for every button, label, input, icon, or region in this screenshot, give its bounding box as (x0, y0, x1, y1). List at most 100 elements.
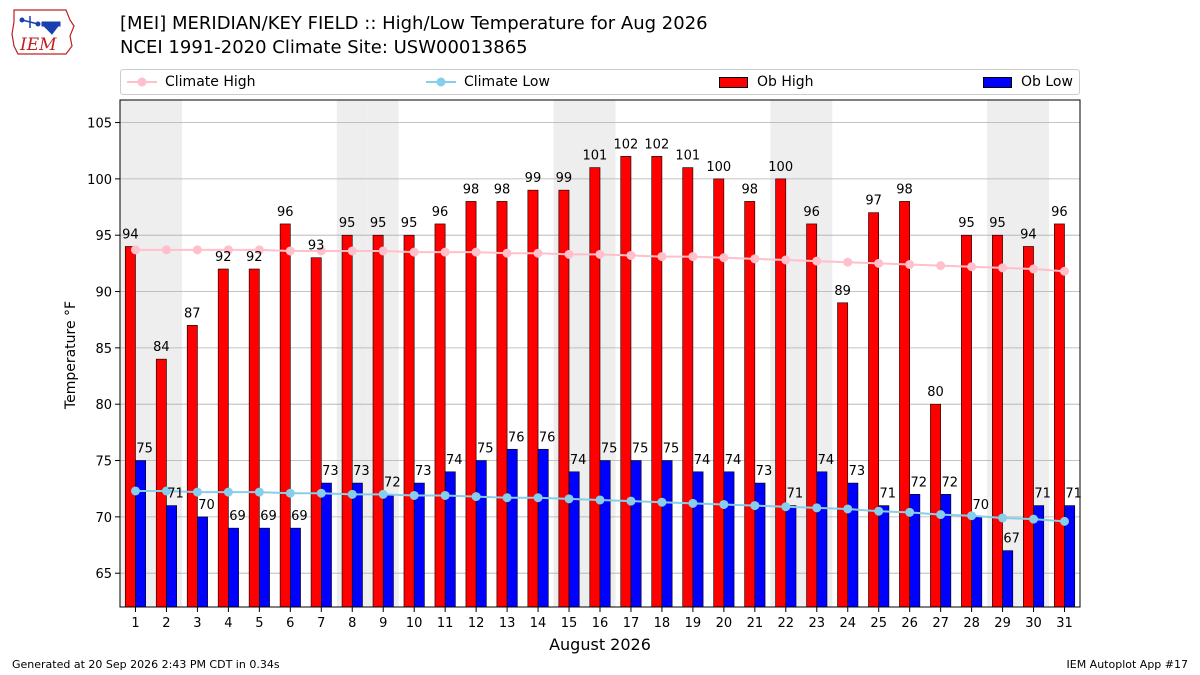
ob-high-bar (682, 167, 694, 608)
x-tick-label: 28 (963, 616, 980, 631)
legend-ob-low-label: Ob Low (1021, 74, 1073, 90)
climate-low-point (378, 489, 388, 499)
ob-low-bar (661, 460, 673, 608)
ob-low-bar (1002, 550, 1014, 608)
y-tick-label: 75 (95, 455, 112, 470)
ob-low-bar (1064, 505, 1076, 608)
chart-title: [MEI] MERIDIAN/KEY FIELD :: High/Low Tem… (120, 13, 708, 34)
ob-low-bar (1033, 505, 1045, 608)
weekend-band (584, 100, 616, 607)
ob-low-label: 67 (1003, 532, 1020, 547)
ob-low-label: 76 (539, 430, 556, 445)
climate-low-line (135, 489, 1065, 523)
ob-high-bar (775, 178, 787, 608)
x-tick-label: 26 (901, 616, 918, 631)
ob-low-label: 73 (756, 464, 773, 479)
x-tick-label: 8 (348, 616, 356, 631)
ob-low-bar (166, 505, 177, 608)
climate-high-point (285, 246, 295, 256)
climate-low-point (595, 495, 605, 505)
x-tick-label: 6 (286, 616, 294, 631)
climate-high-point (688, 252, 698, 262)
ob-high-label: 99 (525, 171, 542, 186)
ob-low-bar (506, 448, 518, 608)
ob-low-label: 70 (972, 498, 989, 513)
ob-low-label: 74 (694, 453, 711, 468)
climate-low-point (1060, 516, 1070, 526)
y-tick-label: 100 (87, 173, 112, 188)
ob-high-label: 94 (1020, 227, 1037, 242)
ob-high-bar (744, 201, 756, 608)
ob-high-label: 101 (582, 149, 607, 164)
x-tick-label: 21 (747, 616, 764, 631)
ob-high-bar (434, 223, 446, 608)
ob-low-bar (475, 460, 487, 608)
ob-low-label: 72 (911, 475, 928, 490)
ob-high-bar (310, 257, 322, 608)
ob-high-label: 98 (741, 182, 758, 197)
ob-high-label: 102 (644, 137, 669, 152)
ob-high-label: 95 (401, 216, 418, 231)
logo-text: IEM (19, 35, 57, 55)
climate-low-point (223, 487, 233, 497)
ob-high-bar (372, 234, 384, 608)
ob-high-bar (899, 201, 910, 608)
ob-low-bar (692, 471, 704, 608)
climate-low-point (688, 498, 698, 508)
ob-high-label: 95 (989, 216, 1006, 231)
ob-low-bar (382, 494, 394, 608)
ob-high-bar (837, 302, 849, 608)
ob-low-bar (259, 527, 270, 608)
climate-low-point (843, 504, 853, 514)
weekend-band (120, 100, 151, 607)
y-tick-label: 65 (95, 567, 112, 582)
legend: Climate High Climate Low Ob High Ob Low (120, 69, 1080, 95)
climate-high-point (347, 246, 357, 256)
x-tick-label: 1 (131, 616, 139, 631)
legend-climate-low-label: Climate Low (464, 74, 550, 90)
ob-low-label: 73 (415, 464, 432, 479)
ob-low-bar (197, 516, 208, 608)
weekend-band (1018, 100, 1050, 607)
ob-high-label: 93 (308, 239, 325, 254)
ob-high-label: 80 (927, 385, 944, 400)
climate-low-point (967, 511, 977, 521)
weekend-band (553, 100, 585, 607)
x-tick-label: 13 (499, 616, 516, 631)
ob-low-bar (754, 482, 766, 608)
x-tick-label: 31 (1056, 616, 1073, 631)
ob-low-label: 72 (384, 475, 401, 490)
ob-low-label: 73 (849, 464, 866, 479)
climate-high-point (812, 256, 822, 266)
climate-low-point (626, 496, 636, 506)
ob-low-bar (351, 482, 363, 608)
climate-low-point (781, 502, 791, 512)
climate-high-point (316, 246, 326, 256)
climate-high-point (967, 262, 977, 272)
ob-low-bar (537, 448, 549, 608)
weekend-band (770, 100, 802, 607)
climate-low-point (192, 487, 202, 497)
y-tick-label: 90 (95, 286, 112, 301)
climate-low-point (254, 487, 264, 497)
ob-low-label: 73 (353, 464, 370, 479)
climate-low-point (936, 510, 946, 520)
legend-ob-low: Ob Low (983, 70, 1073, 94)
x-tick-label: 10 (406, 616, 423, 631)
climate-low-point (533, 493, 543, 503)
ob-low-label: 75 (477, 442, 494, 457)
ob-high-label: 94 (122, 227, 139, 242)
x-axis-label: August 2026 (549, 635, 651, 654)
ob-high-bar (155, 358, 167, 608)
ob-low-bar (630, 460, 642, 608)
climate-high-point (409, 247, 419, 257)
climate-high-point (440, 247, 450, 257)
ob-low-bar (847, 482, 859, 608)
climate-low-point (285, 488, 295, 498)
ob-high-label: 95 (339, 216, 356, 231)
ob-high-bar (341, 234, 353, 608)
ob-high-bar (403, 234, 415, 608)
ob-low-bar (940, 494, 952, 608)
climate-high-point (223, 245, 233, 255)
